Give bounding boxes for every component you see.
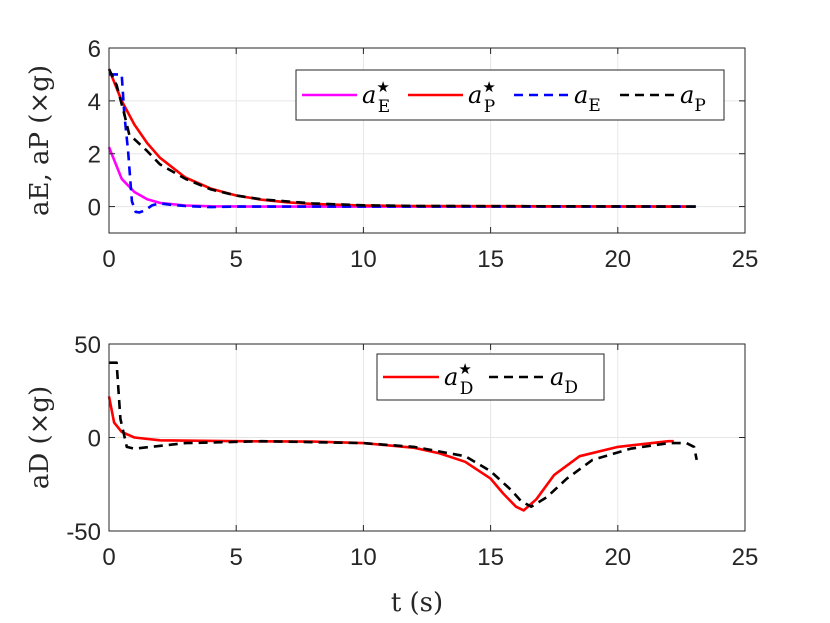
x-tick-label: 0	[102, 246, 115, 273]
y-tick-label: 6	[88, 36, 101, 63]
y-tick-label: 4	[88, 89, 101, 116]
x-tick-label: 10	[350, 246, 377, 273]
x-tick-label: 20	[604, 544, 631, 571]
series-line-1-0	[107, 396, 674, 512]
legend-label-1: aD	[550, 363, 578, 398]
series-line-0-2	[109, 73, 697, 214]
x-tick-label: 25	[732, 544, 759, 571]
x-tick-label: 15	[477, 544, 504, 571]
x-axis-label: t (s)	[391, 588, 443, 618]
y-tick-label: 0	[88, 195, 101, 222]
legend-label-0: a★ E	[362, 78, 390, 117]
legend-label-2: aE	[574, 81, 601, 116]
y-tick-label: 2	[88, 142, 101, 169]
series-line-0-3	[107, 68, 697, 208]
axes-box	[108, 47, 746, 234]
series-line-1-1	[109, 361, 698, 509]
y-tick-label: -50	[66, 519, 101, 546]
x-tick-label: 20	[604, 246, 631, 273]
legend-label-0: a★ D	[444, 360, 473, 399]
legend-label-3: aP	[680, 81, 706, 116]
y-tick-label: 0	[88, 426, 101, 453]
x-tick-label: 10	[350, 544, 377, 571]
y-axis-label: aE, aP (×g)	[25, 65, 55, 216]
x-tick-label: 15	[477, 246, 504, 273]
x-tick-label: 25	[732, 246, 759, 273]
x-tick-label: 5	[230, 544, 243, 571]
y-tick-label: 50	[74, 332, 101, 359]
legend-label-1: a★ P	[468, 78, 496, 117]
x-tick-label: 5	[230, 246, 243, 273]
legend-box	[295, 69, 725, 121]
top-chart: 0 5 10 15 20 25 0 2 4 6 a★ E a★ P aE aP aE, aP (×g)	[25, 36, 758, 273]
x-tick-label: 0	[102, 544, 115, 571]
y-axis-label: aD (×g)	[25, 386, 55, 489]
